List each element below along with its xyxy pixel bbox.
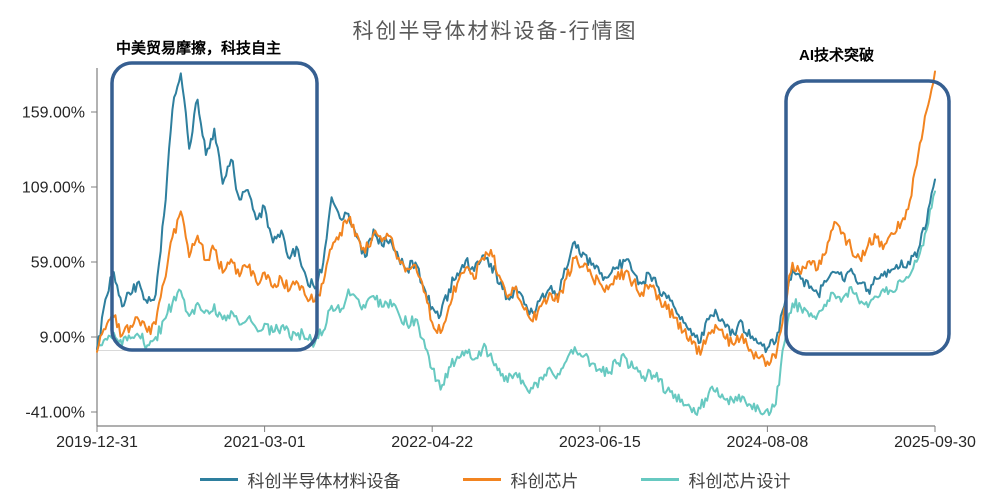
annotation-box-ai-breakthrough: [784, 79, 951, 356]
chart-title: 科创半导体材料设备-行情图: [352, 20, 638, 43]
y-tick-label: 59.00%: [31, 255, 85, 272]
series-line-2: [96, 70, 936, 367]
series-line-1: [96, 72, 936, 354]
legend-label-materials-equipment: 科创半导体材料设备: [247, 472, 401, 491]
chart-legend: 科创半导体材料设备 科创芯片 科创芯片设计: [0, 467, 990, 492]
y-tick-label: 9.00%: [40, 330, 85, 347]
y-tick-label: 159.00%: [22, 105, 85, 122]
x-tick-label: 2021-03-01: [224, 434, 306, 451]
x-tick-label: 2024-08-08: [726, 434, 808, 451]
series-layer: [96, 70, 936, 417]
annotation-box-trade-friction: [110, 61, 319, 352]
legend-label-chips: 科创芯片: [510, 472, 579, 491]
legend-line-swatch-orange: [462, 478, 501, 481]
legend-line-swatch-teal: [640, 478, 679, 481]
x-tick-label: 2025-09-30: [894, 434, 976, 451]
x-tick-label: 2023-06-15: [559, 434, 641, 451]
annotation-layer: [110, 61, 951, 356]
legend-line-swatch-blue: [199, 478, 238, 481]
annotation-ai-breakthrough-label: AI技术突破: [799, 47, 875, 64]
series-line-3: [96, 190, 936, 417]
x-tick-label: 2019-12-31: [56, 434, 138, 451]
legend-item-materials-equipment: 科创半导体材料设备: [199, 467, 401, 492]
ticks-layer: -41.00% 9.00% 59.00% 109.00% 159.00% 2019-12-…: [22, 105, 976, 452]
legend-item-chips: 科创芯片: [462, 467, 579, 492]
annotation-trade-friction-label: 中美贸易摩擦，科技自主: [116, 40, 282, 57]
x-tick-label: 2022-04-22: [391, 434, 473, 451]
legend-item-chip-design: 科创芯片设计: [640, 467, 791, 492]
legend-label-chip-design: 科创芯片设计: [688, 472, 791, 491]
y-tick-label: 109.00%: [22, 180, 85, 197]
y-tick-label: -41.00%: [25, 405, 85, 422]
